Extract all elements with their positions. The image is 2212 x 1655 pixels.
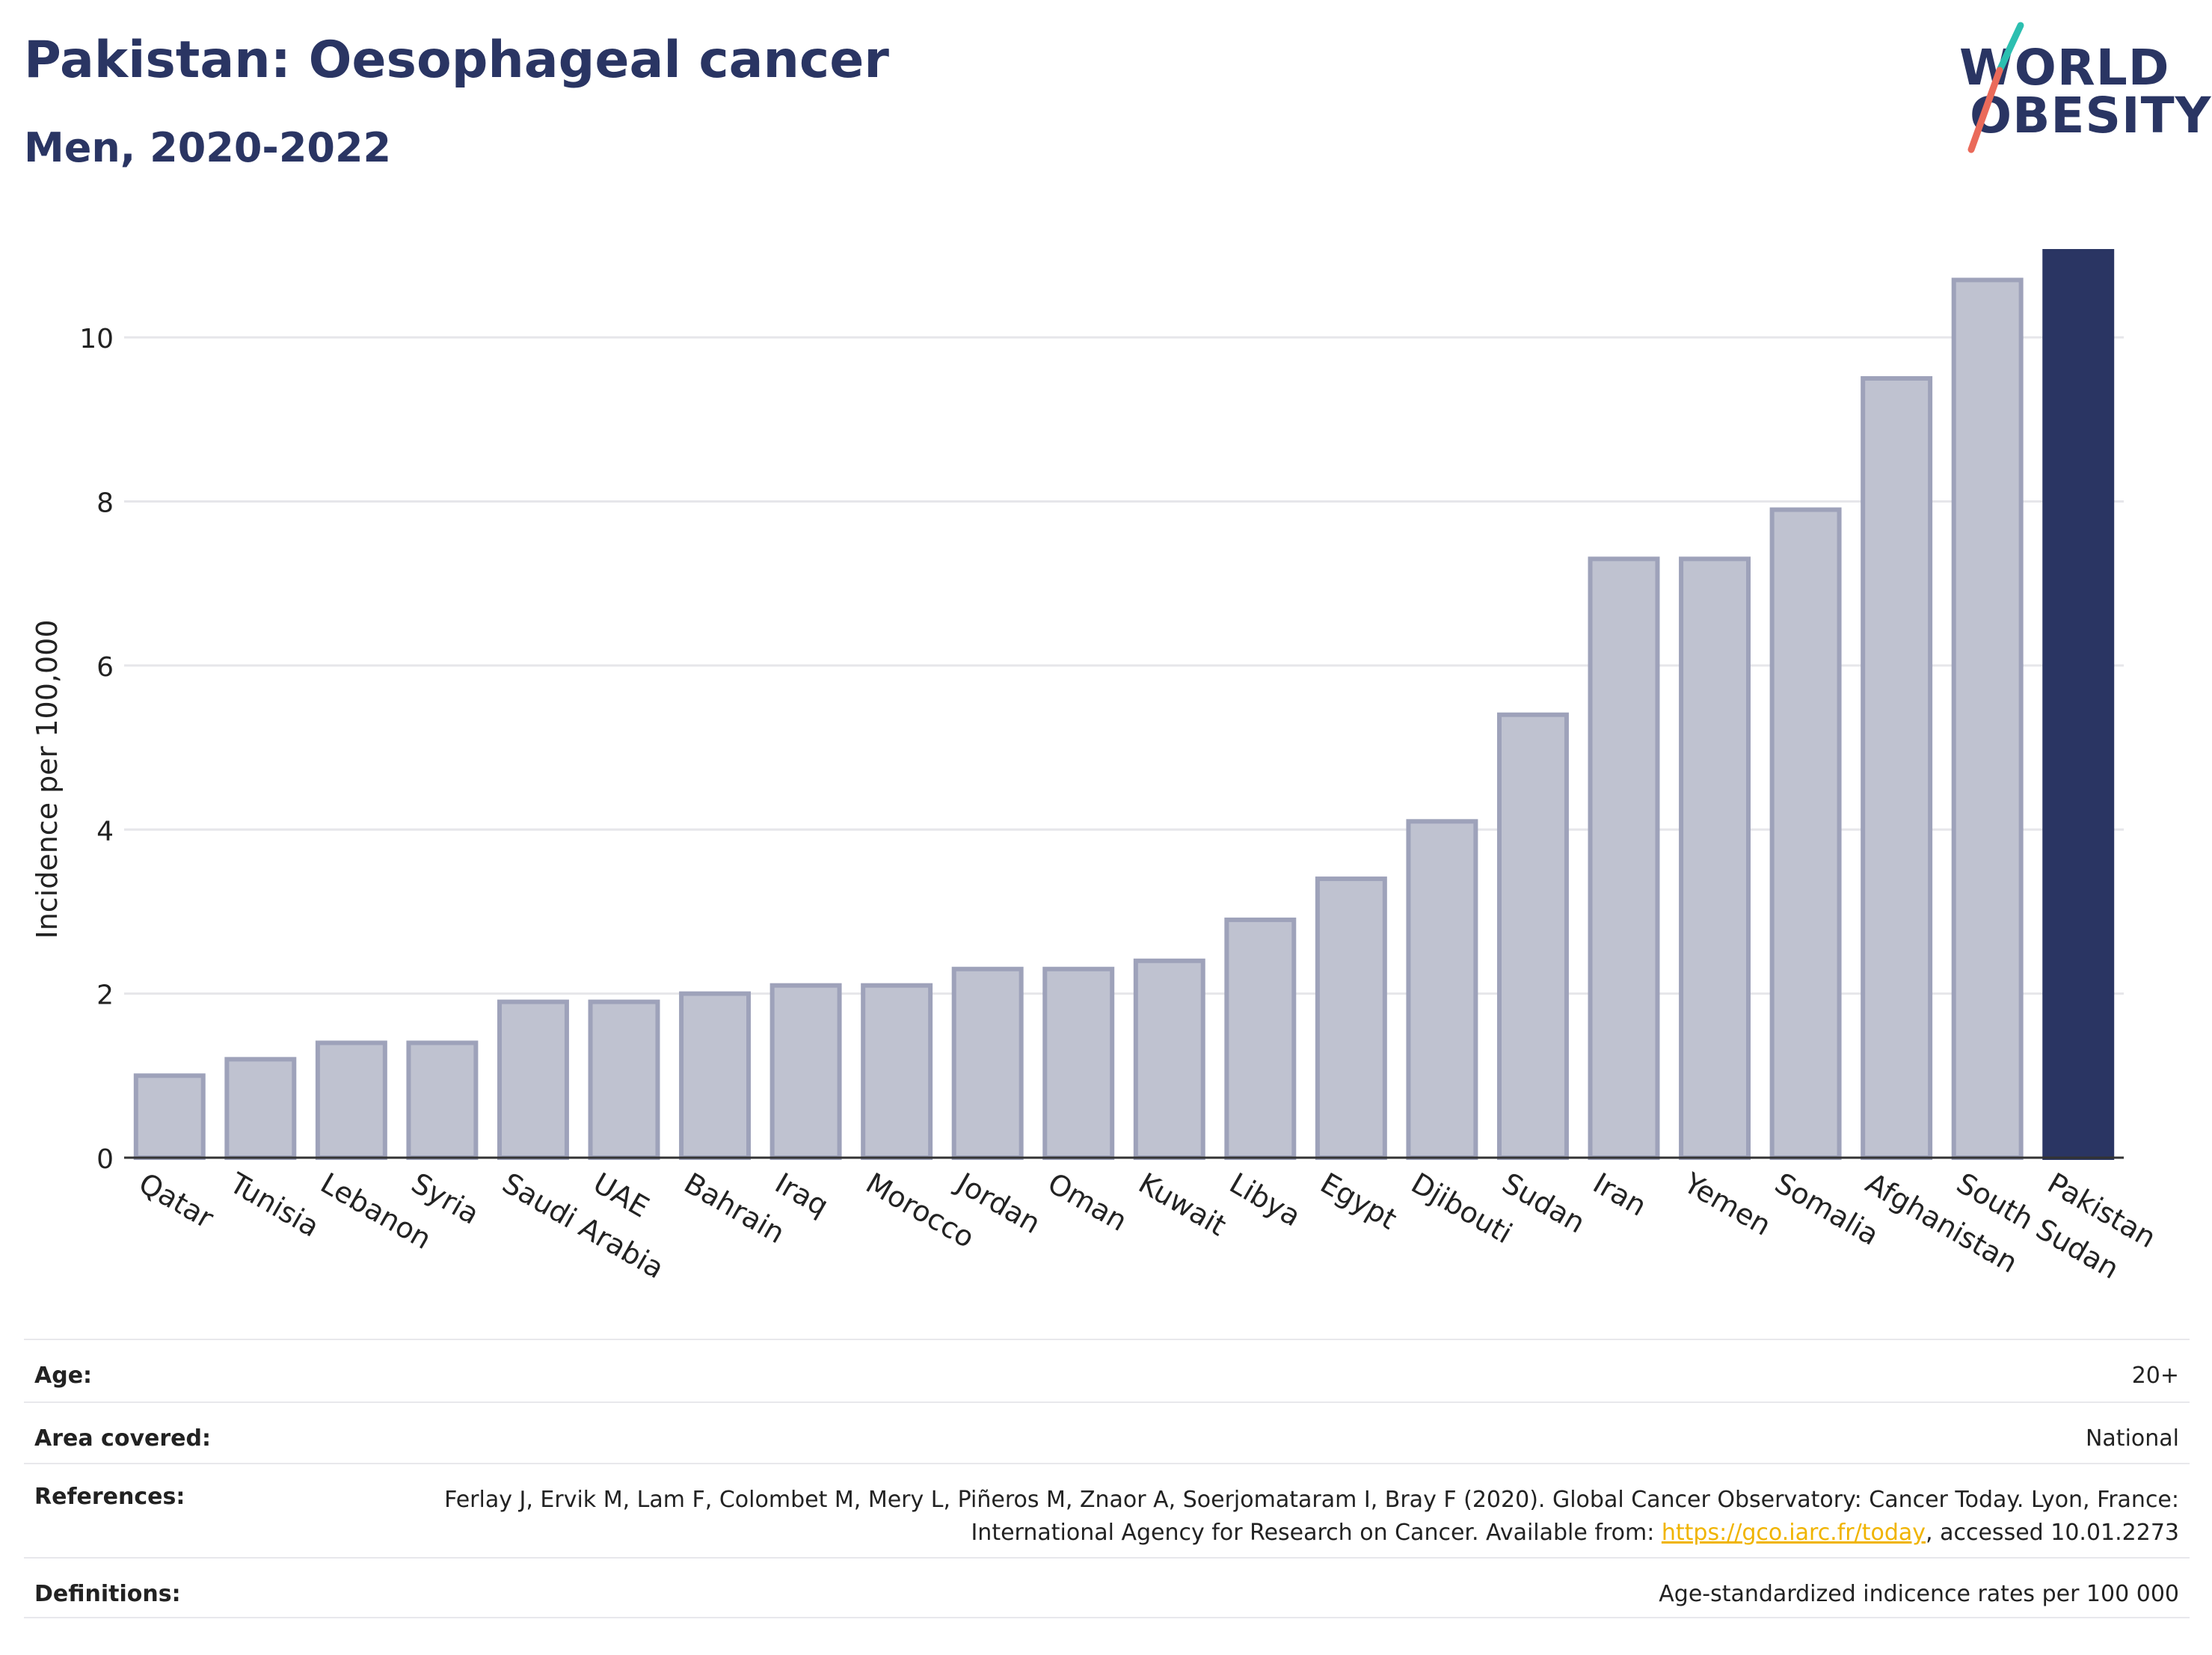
x-tick-label: Bahrain	[679, 1167, 790, 1250]
y-tick-labels: 0 2 4 6 8 10	[79, 324, 114, 1175]
area-value: National	[2085, 1425, 2179, 1452]
bar-oman	[1042, 966, 1115, 1161]
bar-lebanon	[315, 1040, 387, 1161]
bar-south-sudan	[1951, 277, 2024, 1160]
info-row-age: Age: 20+	[24, 1339, 2190, 1401]
y-tick-label: 2	[96, 980, 114, 1011]
x-tick-label: Somalia	[1769, 1167, 1884, 1252]
info-row-references: References: Ferlay J, Ervik M, Lam F, Co…	[24, 1463, 2190, 1557]
bar-egypt	[1315, 876, 1387, 1160]
bar-iraq	[769, 983, 842, 1160]
bar-kuwait	[1133, 958, 1205, 1160]
y-tick-label: 6	[96, 652, 114, 683]
logo-line-2: OBESITY	[1970, 87, 2212, 144]
bar-iran	[1588, 556, 1660, 1160]
chart-subtitle: Men, 2020-2022	[24, 124, 392, 171]
x-tick-label: Egypt	[1315, 1167, 1402, 1236]
references-label: References:	[34, 1484, 185, 1510]
bar-sudan	[1496, 712, 1569, 1160]
info-table: Age: 20+ Area covered: National Referenc…	[24, 1339, 2190, 1618]
x-tick-label: Yemen	[1678, 1166, 1777, 1242]
bar-afghanistan	[1861, 376, 1933, 1161]
bar-tunisia	[224, 1057, 297, 1161]
x-tick-label: Qatar	[133, 1167, 219, 1235]
age-value: 20+	[2131, 1363, 2179, 1389]
y-tick-label: 0	[96, 1144, 114, 1175]
y-tick-label: 4	[96, 816, 114, 847]
age-label: Age:	[34, 1363, 93, 1389]
bar-yemen	[1679, 556, 1751, 1160]
x-tick-label: Saudi Arabia	[497, 1167, 669, 1286]
bar-saudi-arabia	[497, 999, 569, 1160]
bars	[133, 249, 2115, 1161]
bar-morocco	[861, 983, 933, 1160]
x-tick-label: Kuwait	[1133, 1167, 1232, 1243]
y-axis-label: Incidence per 100,000	[31, 619, 64, 939]
bar-bahrain	[679, 991, 752, 1161]
y-tick-label: 10	[79, 324, 114, 354]
bar-djibouti	[1406, 819, 1478, 1160]
references-link[interactable]: https://gco.iarc.fr/today	[1661, 1519, 1926, 1546]
info-row-area: Area covered: National	[24, 1401, 2190, 1463]
x-tick-label: Oman	[1042, 1167, 1133, 1238]
x-tick-label: Djibouti	[1406, 1167, 1518, 1250]
bar-somalia	[1769, 507, 1842, 1160]
area-label: Area covered:	[34, 1425, 211, 1452]
info-row-definitions: Definitions: Age-standardized indicence …	[24, 1557, 2190, 1618]
bar-libya	[1224, 917, 1297, 1161]
references-text: Ferlay J, Ervik M, Lam F, Colombet M, Me…	[422, 1484, 2179, 1549]
y-tick-label: 8	[96, 488, 114, 519]
x-tick-label: Iran	[1588, 1167, 1652, 1223]
definitions-label: Definitions:	[34, 1581, 181, 1607]
x-tick-label: Tunisia	[224, 1166, 325, 1244]
bar-uae	[588, 999, 660, 1160]
chart-title: Pakistan: Oesophageal cancer	[24, 31, 889, 90]
references-text-part-1: Ferlay J, Ervik M, Lam F, Colombet M, Me…	[444, 1487, 2179, 1546]
bar-pakistan	[2042, 249, 2115, 1160]
references-text-part-2: , accessed 10.01.2273	[1926, 1519, 2179, 1546]
bar-jordan	[951, 966, 1024, 1161]
bar-syria	[406, 1040, 479, 1161]
world-obesity-logo: WORLD OBESITY	[1937, 21, 2211, 163]
x-tick-label: Afghanistan	[1861, 1167, 2024, 1280]
logo-slash-icon	[1967, 22, 2024, 153]
x-tick-label: Libya	[1224, 1167, 1306, 1233]
definitions-value: Age-standardized indicence rates per 100…	[1659, 1581, 2179, 1607]
bar-qatar	[133, 1073, 206, 1161]
